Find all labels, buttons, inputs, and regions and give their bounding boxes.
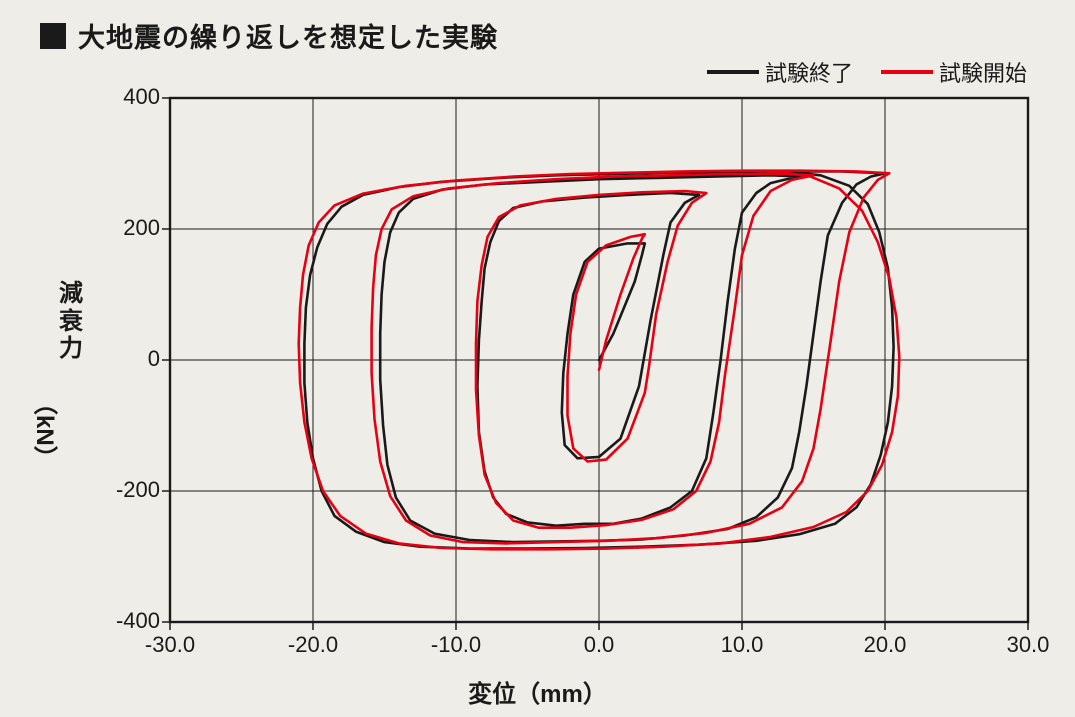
x-tick-label: -20.0 <box>283 632 343 658</box>
x-tick-label: 0.0 <box>569 632 629 658</box>
x-tick-label: 20.0 <box>855 632 915 658</box>
y-tick-label: -200 <box>100 477 160 503</box>
y-tick-label: -400 <box>100 608 160 634</box>
y-tick-label: 400 <box>100 84 160 110</box>
y-tick-label: 0 <box>100 346 160 372</box>
page-root: 大地震の繰り返しを想定した実験 試験終了 試験開始 減衰力（kN） 変位（mm）… <box>0 0 1075 717</box>
hysteresis-chart <box>0 0 1075 717</box>
x-tick-label: 30.0 <box>998 632 1058 658</box>
y-tick-label: 200 <box>100 215 160 241</box>
x-tick-label: 10.0 <box>712 632 772 658</box>
x-tick-label: -30.0 <box>140 632 200 658</box>
x-tick-label: -10.0 <box>426 632 486 658</box>
